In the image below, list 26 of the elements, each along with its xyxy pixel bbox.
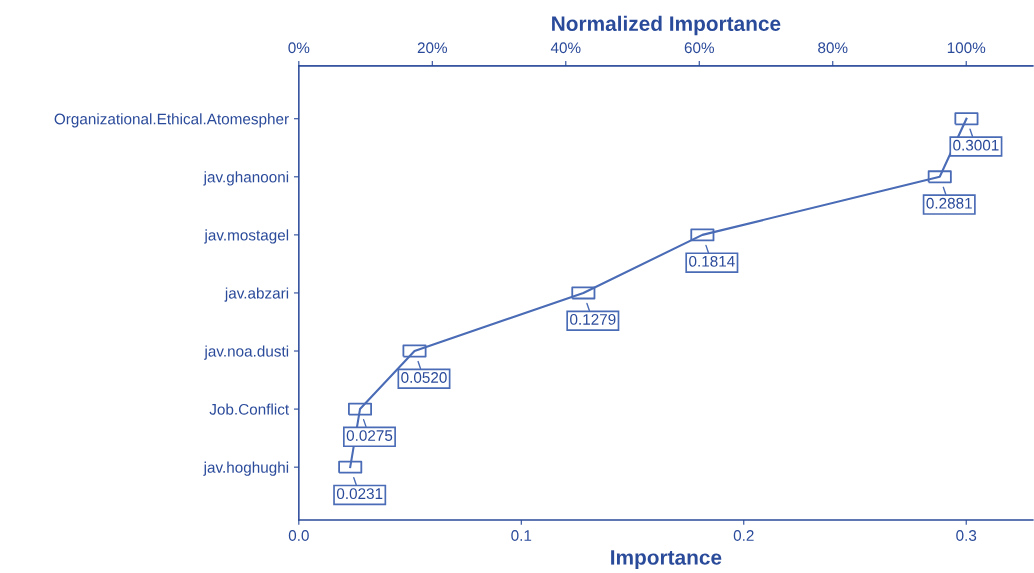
text: 0.0275 <box>346 430 393 441</box>
text: 0.1814 <box>689 255 735 267</box>
x-tick-label: 0.3 <box>956 530 977 541</box>
x-tick-label: 0.0 <box>288 530 309 541</box>
x-tick-label: 0.1 <box>511 530 532 541</box>
x-axis-title: Importance <box>611 550 722 569</box>
y-tick-label: jav.ghanooni <box>203 171 289 186</box>
x2-tick-label: 80% <box>818 42 848 54</box>
x-tick-label: 0.2 <box>733 530 754 541</box>
y-tick-label: jav.mostagel <box>204 229 289 244</box>
x2-tick-label: 20% <box>417 42 448 54</box>
text: 0.3001 <box>953 139 999 151</box>
text: 0.0231 <box>336 488 383 500</box>
y-tick-label: jav.abzari <box>224 287 289 302</box>
text: 0.0520 <box>401 372 447 383</box>
x2-tick-label: 0% <box>288 42 310 54</box>
y-tick-label: jav.hoghughi <box>203 461 289 476</box>
x2-tick-label: 40% <box>550 42 581 54</box>
x2-tick-label: 60% <box>684 42 715 54</box>
text: 0.2881 <box>926 197 972 209</box>
x2-tick-label: 100% <box>947 42 986 54</box>
y-tick-label: Job.Conflict <box>209 403 289 415</box>
text: 0.1279 <box>570 314 616 325</box>
y-tick-label: jav.noa.dusti <box>204 345 289 360</box>
x2-axis-title: Normalized Importance <box>552 15 781 36</box>
y-tick-label: Organizational.Ethical.Atomespher <box>54 113 289 128</box>
